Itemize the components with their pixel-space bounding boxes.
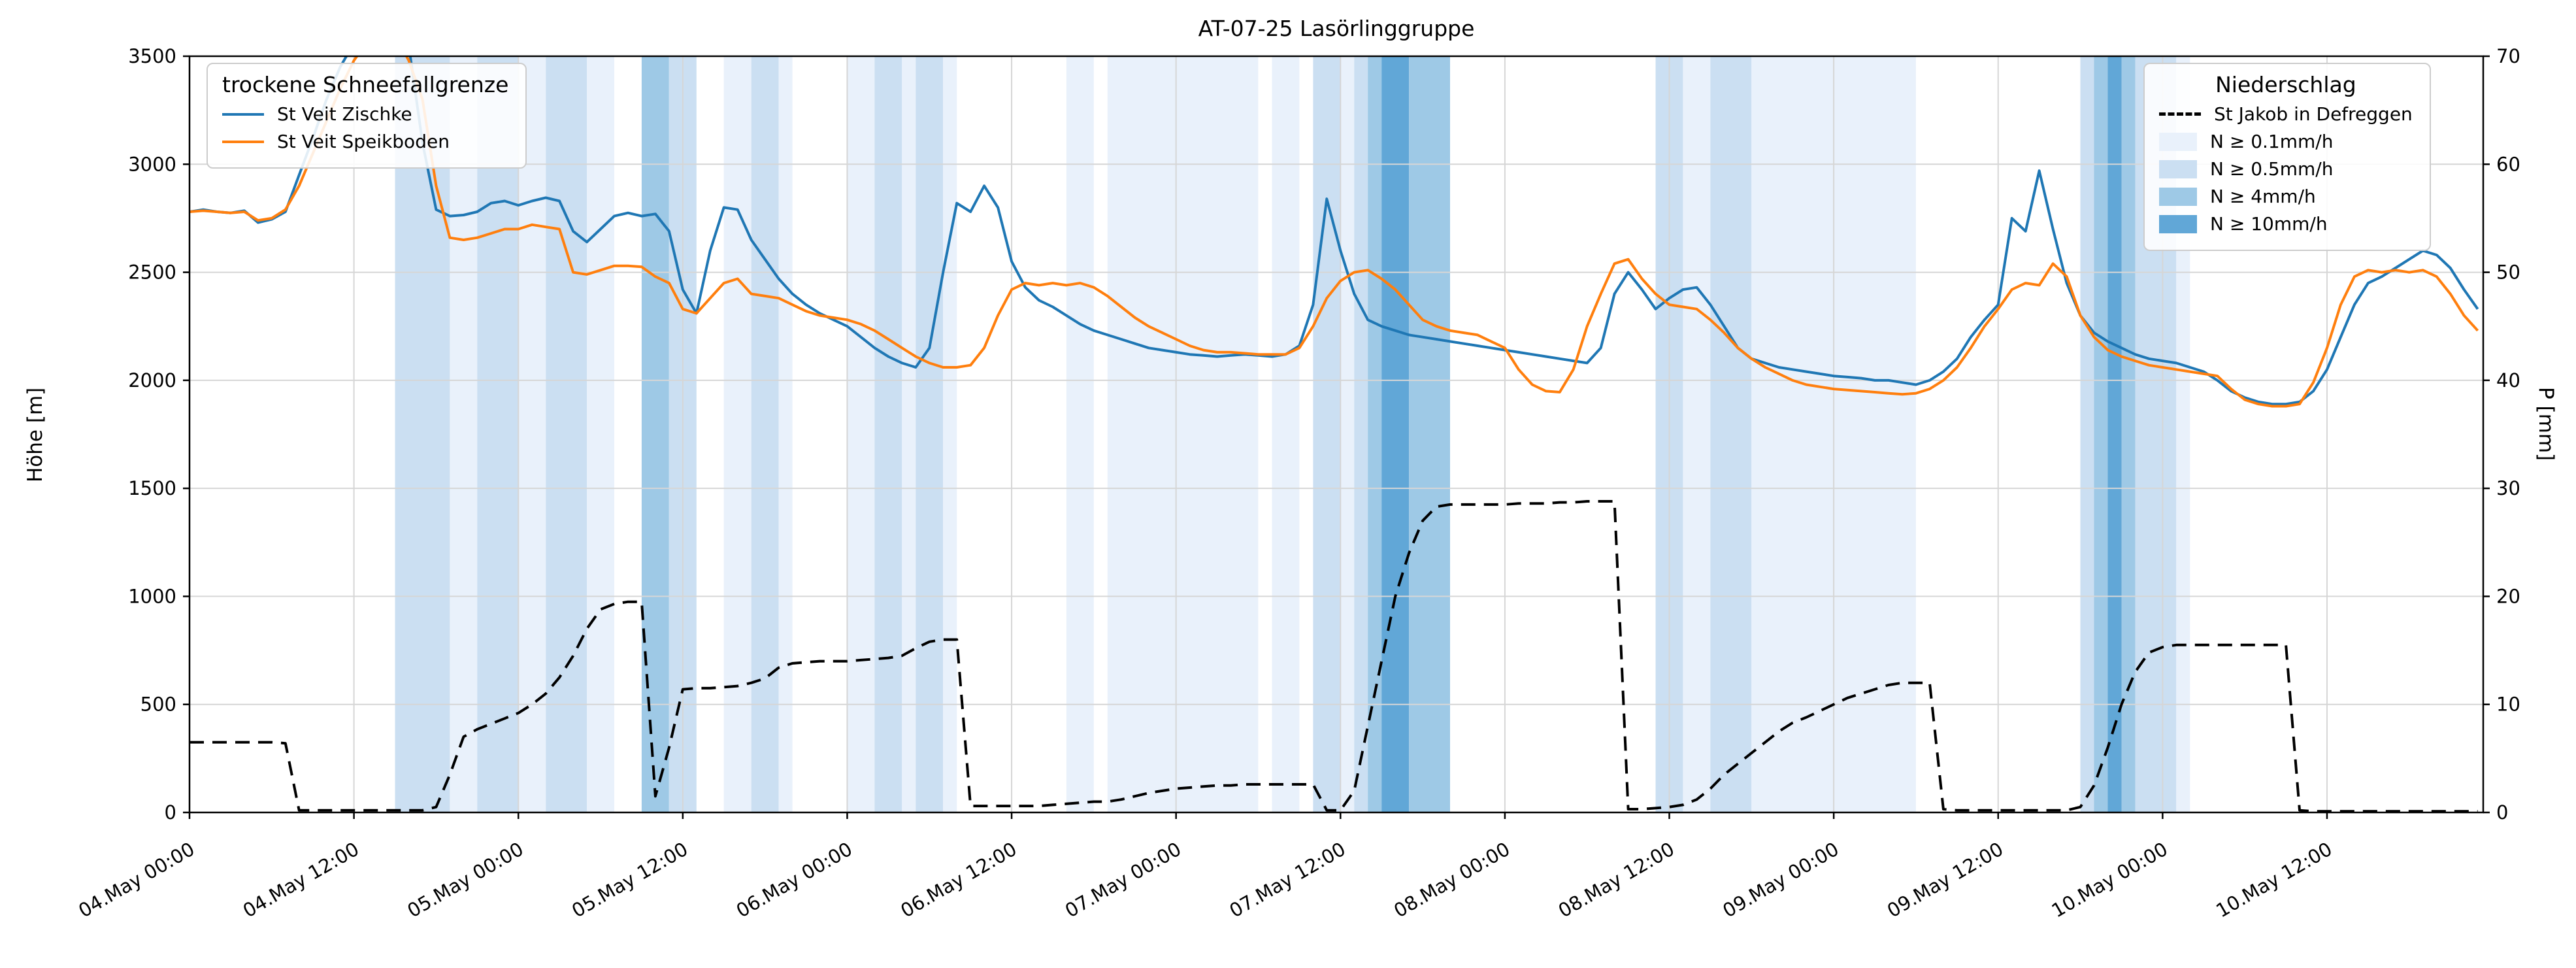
x-tick-label: 09.May 12:00 [1883, 838, 2007, 922]
precip-band [874, 56, 902, 812]
series-st-veit-speikboden [190, 56, 2479, 408]
precip-band [477, 56, 519, 812]
precip-band [1066, 56, 1094, 812]
x-tick-label: 08.May 00:00 [1390, 838, 1513, 922]
precip-band [2107, 56, 2122, 812]
x-tick-label: 06.May 12:00 [897, 838, 1020, 922]
legend-item-class-05: N ≥ 0.5mm/h [2159, 158, 2413, 180]
legend-item-zischke: St Veit Zischke [222, 103, 508, 125]
precip-band [778, 56, 793, 812]
precip-band [1354, 56, 1368, 812]
patch-swatch-01-icon [2159, 132, 2197, 151]
series-st-jakob-in-defreggen [190, 500, 2478, 812]
precip-band [641, 56, 669, 812]
precip-band [1272, 56, 1300, 812]
line-swatch-speikboden-icon [222, 140, 264, 143]
y-left-tick-label: 0 [165, 801, 176, 824]
y-left-tick-label: 1000 [128, 585, 176, 607]
precip-band [1710, 56, 1752, 812]
legend-label-precip-station: St Jakob in Defreggen [2214, 103, 2413, 125]
precip-band [751, 56, 779, 812]
legend-label-zischke: St Veit Zischke [277, 103, 412, 125]
y-left-axis-label: Höhe [m] [24, 387, 47, 482]
series-group [190, 56, 2479, 812]
precip-band [1381, 56, 1410, 812]
precip-band [943, 56, 957, 812]
legend-item-class-01: N ≥ 0.1mm/h [2159, 131, 2413, 152]
patch-swatch-4-icon [2159, 187, 2197, 206]
y-right-tick-label: 50 [2496, 261, 2520, 284]
precip-band [916, 56, 944, 812]
y-right-tick-label: 70 [2496, 45, 2520, 67]
y-right-tick-label: 20 [2496, 585, 2520, 607]
legend-label-class-05: N ≥ 0.5mm/h [2210, 158, 2334, 180]
y-right-tick-label: 60 [2496, 153, 2520, 175]
precip-band [546, 56, 587, 812]
precip-band [2121, 56, 2136, 812]
legend-item-class-10: N ≥ 10mm/h [2159, 213, 2413, 235]
precip-band [450, 56, 478, 812]
line-swatch-zischke-icon [222, 112, 264, 116]
y-right-tick-label: 0 [2496, 801, 2508, 824]
precip-intensity-bands [395, 56, 2190, 812]
y-left-tick-label: 2000 [128, 369, 176, 392]
legend-label-class-10: N ≥ 10mm/h [2210, 213, 2328, 235]
legend-precip-title: Niederschlag [2215, 72, 2356, 97]
precip-band [1340, 56, 1355, 812]
precip-band [847, 56, 875, 812]
precip-band [1368, 56, 1382, 812]
y-left-tick-label: 1500 [128, 477, 176, 499]
x-tick-label: 10.May 12:00 [2212, 838, 2336, 922]
x-tick-label: 05.May 12:00 [568, 838, 691, 922]
x-tick-label: 10.May 00:00 [2048, 838, 2171, 922]
plot-border [188, 55, 2485, 814]
precip-band [1683, 56, 1711, 812]
precip-band [2094, 56, 2108, 812]
x-tick-label: 07.May 12:00 [1226, 838, 1349, 922]
patch-swatch-05-icon [2159, 159, 2197, 178]
legend-item-speikboden: St Veit Speikboden [222, 131, 508, 152]
y-right-axis-label: P [mm] [2534, 387, 2558, 461]
legend-item-class-4: N ≥ 4mm/h [2159, 186, 2413, 207]
legend-label-class-4: N ≥ 4mm/h [2210, 186, 2316, 207]
x-tick-label: 04.May 00:00 [74, 838, 198, 922]
chart-title: AT-07-25 Lasörlinggruppe [1198, 16, 1475, 41]
legend-item-precip-line: St Jakob in Defreggen [2159, 103, 2413, 125]
precip-band [902, 56, 916, 812]
precip-band [1409, 56, 1450, 812]
dashed-line-swatch-icon [2159, 112, 2201, 116]
x-tick-label: 05.May 00:00 [403, 838, 527, 922]
legend-snowline-title: trockene Schneefallgrenze [222, 72, 509, 97]
patch-swatch-10-icon [2159, 214, 2197, 233]
x-tick-label: 06.May 00:00 [733, 838, 856, 922]
legend-snowline: trockene Schneefallgrenze St Veit Zischk… [206, 63, 527, 169]
precip-band [587, 56, 614, 812]
precip-band [1313, 56, 1341, 812]
y-left-tick-label: 3000 [128, 153, 176, 175]
x-tick-label: 09.May 00:00 [1719, 838, 1842, 922]
precip-band [518, 56, 546, 812]
x-tick-label: 04.May 12:00 [239, 838, 363, 922]
precip-band [395, 56, 450, 812]
legend-label-speikboden: St Veit Speikboden [277, 131, 450, 152]
tick-marks [183, 55, 2490, 819]
y-right-tick-label: 10 [2496, 693, 2520, 716]
y-right-tick-label: 30 [2496, 477, 2520, 499]
series-st-veit-zischke [190, 56, 2479, 406]
y-left-tick-label: 3500 [128, 45, 176, 67]
y-left-tick-label: 2500 [128, 261, 176, 284]
precip-band [1107, 56, 1259, 812]
precip-band [2080, 56, 2094, 812]
x-tick-label: 07.May 00:00 [1061, 838, 1185, 922]
legend-precip: Niederschlag St Jakob in Defreggen N ≥ 0… [2143, 63, 2431, 251]
legend-label-class-01: N ≥ 0.1mm/h [2210, 131, 2334, 152]
precip-band [723, 56, 751, 812]
x-tick-label: 08.May 12:00 [1555, 838, 1678, 922]
y-left-tick-label: 500 [140, 693, 176, 716]
y-right-tick-label: 40 [2496, 369, 2520, 392]
